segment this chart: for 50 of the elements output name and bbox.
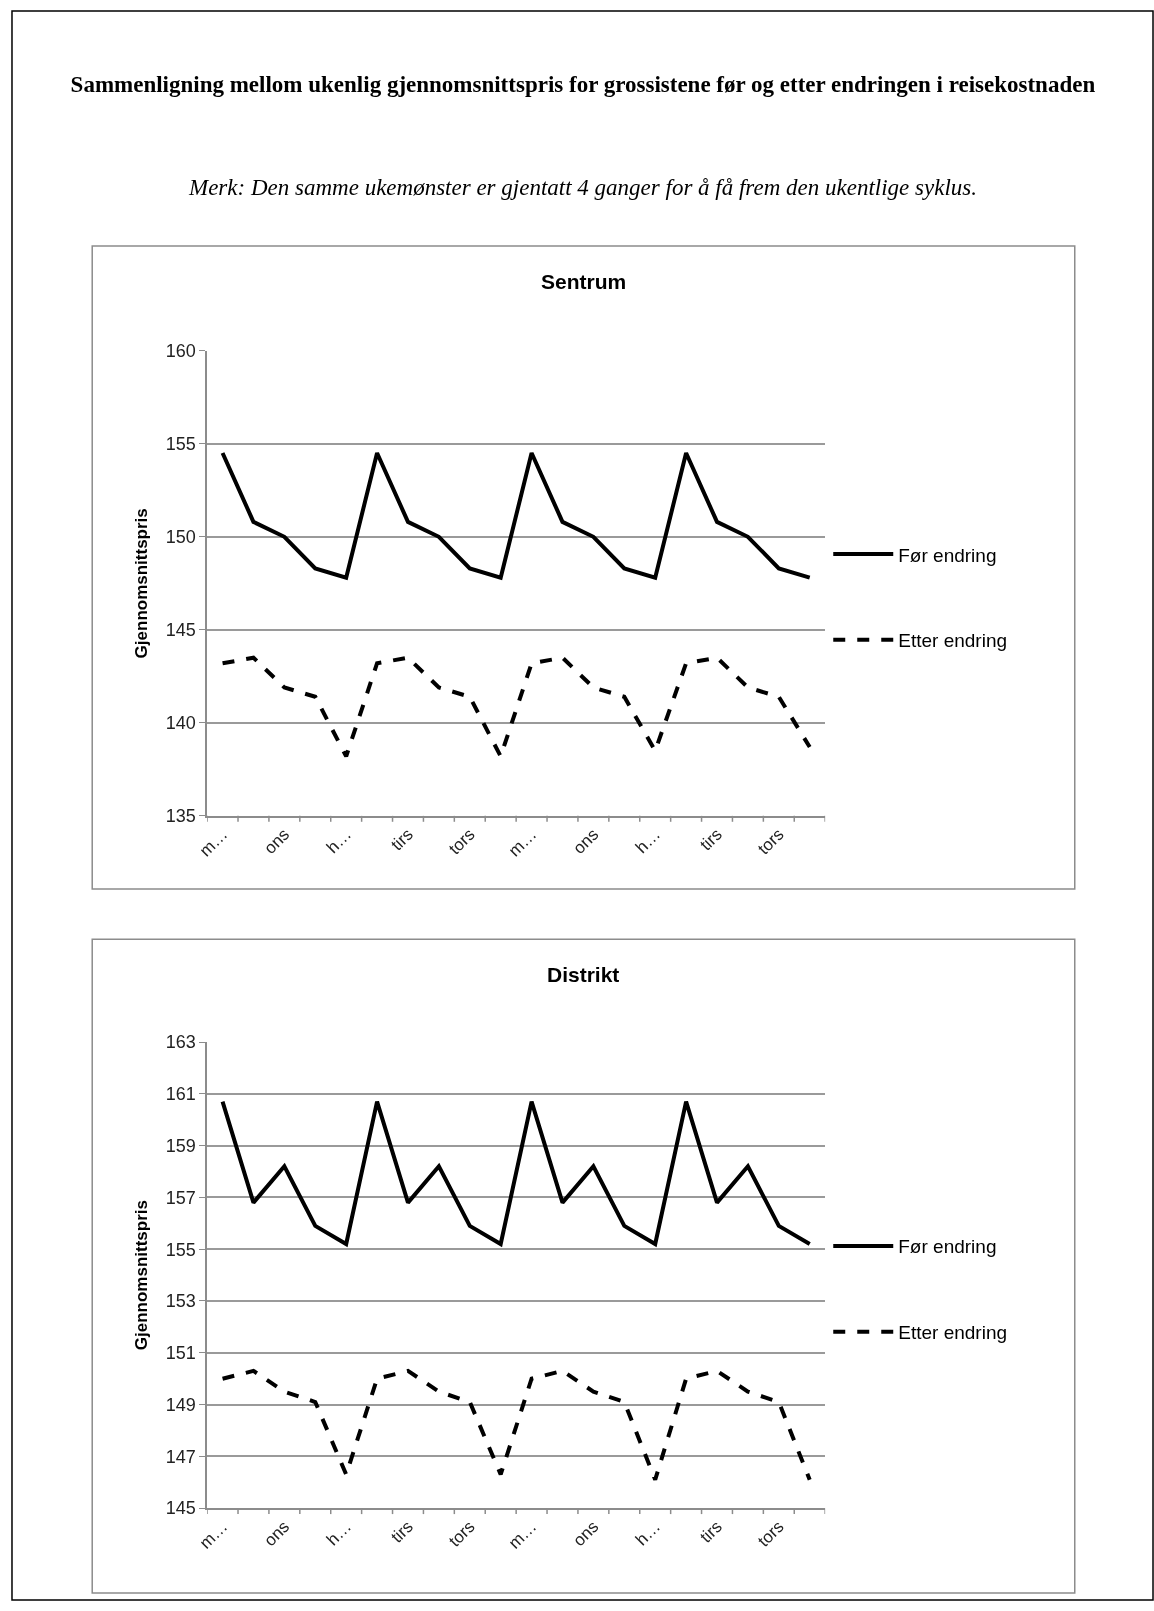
y-axis-title: Gjennomsnittspris xyxy=(131,1200,151,1351)
y-tick-label: 135 xyxy=(165,806,196,827)
y-tick-label: 160 xyxy=(165,341,196,362)
text: Sammenligning mellom ukenlig gjennomsnittspris for grossistene før og etter endringen i reisekostnaden xyxy=(70,71,1096,97)
x-tick-label: m… xyxy=(504,824,541,861)
y-tick-label: 155 xyxy=(165,434,196,455)
y-tick-label: 163 xyxy=(165,1032,196,1053)
x-tick-label: tirs xyxy=(696,1517,726,1547)
x-tick-label: ons xyxy=(569,1517,603,1551)
y-tick-label: 147 xyxy=(165,1446,196,1467)
y-tick-label: 153 xyxy=(165,1291,196,1312)
y-tick-label: 161 xyxy=(165,1084,196,1105)
legend-label: Etter endring xyxy=(898,1322,1008,1344)
y-tick-label: 145 xyxy=(165,620,196,641)
y-tick-label: 149 xyxy=(165,1394,196,1415)
x-tick-label: ons xyxy=(569,824,603,858)
chart-title: Sentrum xyxy=(541,270,627,293)
x-tick-label: m… xyxy=(195,824,232,861)
x-tick-label: tors xyxy=(754,1517,788,1551)
x-tick-label: tors xyxy=(754,824,788,859)
x-tick-label: tirs xyxy=(696,824,726,855)
x-tick-label: h… xyxy=(322,1517,356,1550)
legend-label: Etter endring xyxy=(898,630,1008,652)
x-tick-label: h… xyxy=(322,824,356,858)
y-tick-label: 155 xyxy=(165,1239,196,1260)
y-tick-label: 140 xyxy=(165,713,196,734)
chart-title: Distrikt xyxy=(547,963,620,986)
text: Merk: Den samme ukemønster er gjentatt 4 ganger for å få frem den ukentlige syklus. xyxy=(188,175,977,200)
x-tick-label: tirs xyxy=(387,824,417,855)
x-tick-label: tors xyxy=(445,1517,479,1551)
x-tick-label: h… xyxy=(631,824,665,858)
y-axis-title: Gjennomsnittspris xyxy=(131,508,151,659)
x-tick-label: tors xyxy=(445,824,479,859)
legend-label: Før endring xyxy=(898,544,997,566)
line-series xyxy=(220,1368,812,1482)
line-series xyxy=(220,655,812,759)
y-tick-label: 157 xyxy=(165,1187,196,1208)
y-tick-label: 145 xyxy=(165,1498,196,1519)
y-tick-label: 150 xyxy=(165,527,196,548)
x-tick-label: h… xyxy=(631,1517,665,1550)
line-series xyxy=(220,451,812,580)
x-tick-label: ons xyxy=(260,1517,294,1551)
legend-label: Før endring xyxy=(898,1236,997,1258)
line-series xyxy=(220,1099,812,1247)
x-tick-label: tirs xyxy=(387,1517,417,1547)
y-tick-label: 159 xyxy=(165,1135,196,1156)
x-tick-label: m… xyxy=(504,1517,541,1553)
x-tick-label: ons xyxy=(260,824,294,858)
x-tick-label: m… xyxy=(195,1517,232,1553)
y-tick-label: 151 xyxy=(165,1343,196,1364)
